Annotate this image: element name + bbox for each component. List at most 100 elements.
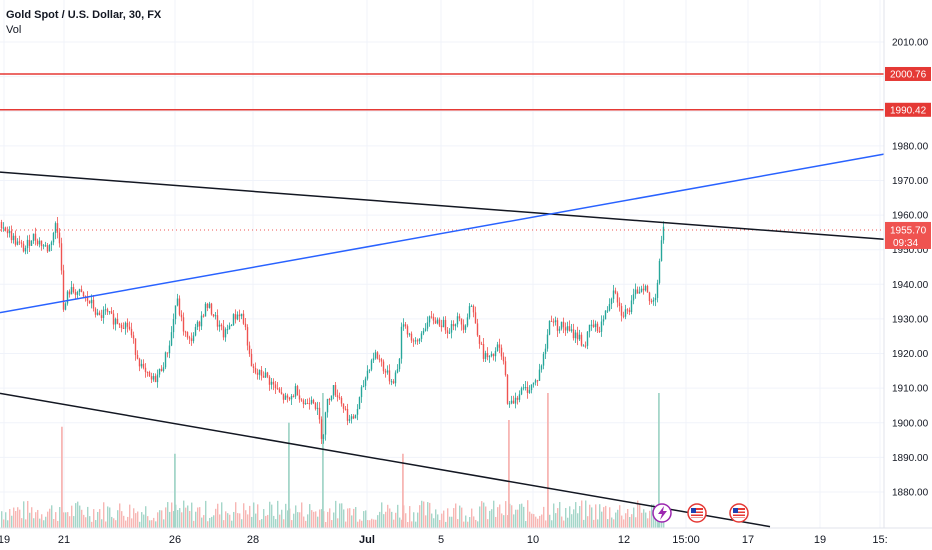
volume-bar	[145, 506, 147, 528]
volume-bar	[359, 519, 361, 528]
candle-body	[30, 240, 33, 246]
candle-body	[588, 324, 591, 332]
trend-lines[interactable]	[0, 153, 885, 528]
candle-body	[586, 331, 589, 346]
candle-body	[458, 316, 461, 319]
candle-body	[508, 403, 511, 405]
volume-bar	[203, 515, 205, 528]
candle-body	[522, 387, 525, 389]
candle-body	[72, 287, 75, 293]
volume-bar	[503, 515, 505, 528]
volume-bar	[417, 512, 419, 528]
candle-body	[566, 326, 569, 331]
candle-body	[66, 291, 69, 304]
volume-bar	[5, 512, 7, 528]
candle-body	[302, 400, 305, 405]
candle-body	[28, 239, 31, 246]
volume-bar	[259, 520, 261, 528]
volume-bar	[523, 506, 525, 528]
candle-body	[4, 227, 7, 231]
volume-bar	[471, 508, 473, 528]
candle-body	[346, 409, 349, 421]
us-flag-icon[interactable]	[687, 503, 707, 523]
volume-bar	[221, 502, 223, 528]
candle-body	[488, 356, 491, 358]
candle-body	[532, 382, 535, 385]
level-price-tag-text: 2000.76	[890, 69, 927, 80]
volume-bar	[427, 502, 429, 528]
candle-body	[448, 332, 451, 334]
volume-bar	[437, 514, 439, 528]
candle-body	[44, 245, 47, 247]
volume-bar	[313, 511, 315, 528]
candle-body	[164, 352, 167, 368]
volume-bar	[649, 510, 651, 528]
volume-layer	[1, 393, 665, 528]
volume-bar	[443, 510, 445, 528]
candle-body	[546, 334, 549, 349]
candle-body	[614, 290, 617, 294]
candle-body	[356, 409, 359, 415]
volume-bar	[83, 514, 85, 528]
volume-bar	[73, 516, 75, 528]
volume-bar	[367, 520, 369, 528]
volume-bar	[239, 513, 241, 528]
lightning-icon[interactable]	[652, 503, 672, 523]
volume-bar	[149, 520, 151, 528]
trend-line-upper-black[interactable]	[0, 171, 885, 241]
volume-bar	[393, 519, 395, 528]
volume-bar	[63, 512, 65, 528]
candle-body	[592, 324, 595, 328]
time-scale[interactable]: 19 21 26 28 Jul 5 10 12 15:00 17 19 15:	[0, 534, 888, 546]
volume-bar	[339, 503, 341, 528]
candle-body	[192, 335, 195, 342]
volume-bar	[515, 509, 517, 528]
volume-bar	[249, 505, 251, 528]
candle-body	[496, 344, 499, 352]
volume-bar	[627, 508, 629, 528]
volume-bar	[47, 511, 49, 528]
candle-body	[372, 358, 375, 361]
volume-bar	[599, 504, 601, 528]
volume-bar	[369, 520, 371, 528]
volume-bar	[139, 521, 141, 528]
candle-body	[328, 398, 331, 401]
candle-body	[514, 397, 517, 404]
us-flag-icon[interactable]	[729, 503, 749, 523]
candle-body	[624, 309, 627, 317]
candle-body	[288, 397, 291, 400]
trend-line-lower-black[interactable]	[0, 392, 771, 528]
volume-bar	[113, 518, 115, 528]
volume-bar	[163, 519, 165, 528]
volume-indicator-label[interactable]: Vol	[6, 24, 22, 36]
volume-bar	[115, 520, 117, 528]
price-tick-label: 1980.00	[892, 141, 929, 152]
candle-body	[550, 320, 553, 322]
time-tick-label: 5	[438, 534, 444, 546]
candle-body	[222, 326, 225, 338]
volume-bar	[49, 508, 51, 528]
volume-bar	[603, 507, 605, 528]
volume-bar	[595, 504, 597, 528]
trend-line-blue[interactable]	[0, 153, 885, 314]
candle-body	[136, 354, 139, 359]
candle-body	[634, 289, 637, 295]
volume-bar	[225, 511, 227, 528]
volume-bar	[309, 504, 311, 528]
level-price-tag	[885, 102, 931, 117]
volume-bar	[321, 509, 323, 528]
candle-body	[594, 323, 597, 328]
horizontal-lines[interactable]	[0, 73, 884, 111]
volume-bar	[121, 511, 123, 528]
candle-body	[42, 245, 45, 247]
symbol-title[interactable]: Gold Spot / U.S. Dollar, 30, FX	[6, 9, 162, 21]
candle-body	[584, 345, 587, 347]
candle-body	[598, 331, 601, 333]
candle-body	[46, 245, 49, 252]
volume-bar	[365, 510, 367, 528]
volume-bar	[39, 518, 41, 528]
volume-spike	[174, 453, 176, 528]
volume-bar	[27, 500, 29, 528]
volume-bar	[215, 508, 217, 528]
